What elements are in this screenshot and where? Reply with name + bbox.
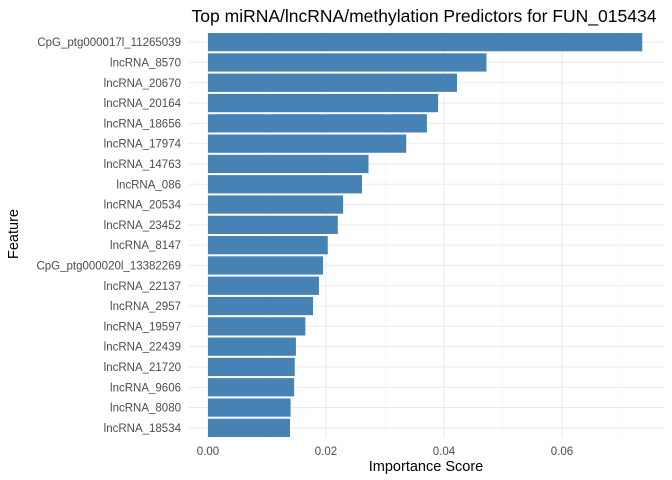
bar [208, 317, 306, 336]
category-label: lncRNA_8147 [110, 240, 181, 252]
category-label: lncRNA_2957 [110, 301, 181, 313]
bar [208, 236, 328, 255]
category-label: lncRNA_20164 [104, 98, 182, 110]
category-label: lncRNA_21720 [104, 362, 181, 374]
bar [208, 337, 296, 356]
category-label: lncRNA_086 [116, 179, 181, 191]
bar [208, 418, 291, 437]
category-label: lncRNA_22137 [104, 281, 181, 293]
category-label: lncRNA_22439 [104, 342, 181, 354]
grid-lines [189, 32, 664, 438]
bar [208, 114, 427, 133]
bar [208, 296, 314, 316]
bar [208, 53, 487, 72]
category-label: lncRNA_18534 [104, 423, 182, 435]
bar [208, 175, 362, 194]
category-label: lncRNA_20670 [104, 78, 181, 90]
category-label: lncRNA_17974 [104, 139, 182, 151]
bar [208, 93, 439, 113]
x-tick-label: 0.04 [433, 446, 456, 458]
bar [208, 215, 338, 234]
chart-title: Top miRNA/lncRNA/methylation Predictors … [192, 6, 657, 27]
bar [208, 73, 457, 92]
bar [208, 256, 324, 275]
category-label: CpG_ptg000020l_13382269 [36, 260, 181, 272]
bar [208, 276, 319, 295]
bars [208, 33, 643, 437]
y-axis-title: Feature [6, 209, 22, 259]
category-label: lncRNA_18656 [104, 118, 181, 130]
bar [208, 398, 291, 417]
bar [208, 154, 369, 174]
bar [208, 33, 643, 52]
category-label: lncRNA_8080 [110, 403, 181, 415]
category-label: lncRNA_9606 [110, 382, 181, 394]
category-label: lncRNA_20534 [104, 200, 182, 212]
bar [208, 378, 295, 397]
x-tick-labels: 0.00 0.02 0.04 0.06 [197, 446, 573, 458]
bar [208, 134, 407, 153]
category-label: lncRNA_8570 [110, 57, 181, 69]
x-tick-label: 0.00 [197, 446, 219, 458]
x-tick-label: 0.06 [551, 446, 573, 458]
category-label: lncRNA_23452 [104, 220, 181, 232]
category-label: lncRNA_14763 [104, 159, 181, 171]
bar [208, 357, 295, 377]
category-label: CpG_ptg000017l_11265039 [37, 37, 181, 49]
x-tick-label: 0.02 [315, 446, 337, 458]
category-labels: CpG_ptg000017l_11265039 lncRNA_8570 lncRNA… [36, 37, 181, 435]
bar [208, 195, 344, 214]
x-axis-title: Importance Score [369, 459, 483, 475]
category-label: lncRNA_19597 [104, 321, 181, 333]
